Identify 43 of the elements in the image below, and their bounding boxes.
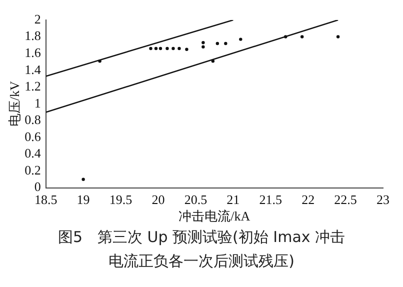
x-tick-label: 18.5 (34, 192, 58, 208)
x-tick-label: 23 (376, 192, 390, 208)
point (300, 35, 304, 38)
y-axis-title: 电压/kV (7, 80, 22, 127)
point (224, 42, 228, 46)
point (98, 60, 102, 63)
x-tick-label: 19 (76, 192, 90, 208)
y-tick-label: 0 (34, 179, 41, 194)
point (202, 45, 205, 48)
point (216, 42, 220, 46)
text: 电流正负各一次后测试残压) (108, 251, 296, 272)
x-tick-label: 20 (152, 192, 165, 208)
y-tick-label: 1.4 (24, 62, 42, 77)
point (239, 38, 242, 41)
x-axis-title: 冲击电流/kA (178, 208, 251, 224)
x-tick-label: 20.5 (184, 192, 208, 208)
x-tick-label: 22.5 (334, 192, 357, 208)
x-tick-label: 19.5 (109, 192, 132, 208)
point (185, 48, 188, 51)
y-tick-label: 1 (34, 95, 41, 110)
point (149, 46, 152, 50)
point (202, 41, 205, 44)
y-tick-label: 2 (34, 11, 41, 26)
point (166, 46, 169, 50)
point (158, 46, 162, 50)
point (172, 46, 175, 50)
point (178, 46, 181, 50)
x-tick-label: 22 (302, 192, 315, 208)
caption: 图5 第三次 Up 预测试验(初始 Imax 冲击 (56, 227, 346, 248)
point (154, 46, 158, 50)
point (211, 60, 215, 63)
y-tick-label: 1.2 (24, 78, 41, 94)
point (336, 35, 340, 38)
point (82, 178, 85, 182)
y-tick-label: 0.4 (24, 146, 42, 161)
y-tick-label: 1.6 (24, 44, 42, 60)
y-tick-label: 1.8 (24, 28, 41, 44)
y-tick-label: 0.6 (24, 128, 42, 144)
x-tick-label: 21 (226, 192, 240, 208)
y-tick-label: 0.2 (24, 162, 41, 178)
y-tick-label: 0.8 (24, 112, 41, 128)
x-tick-label: 21.5 (259, 192, 282, 208)
point (284, 35, 288, 38)
